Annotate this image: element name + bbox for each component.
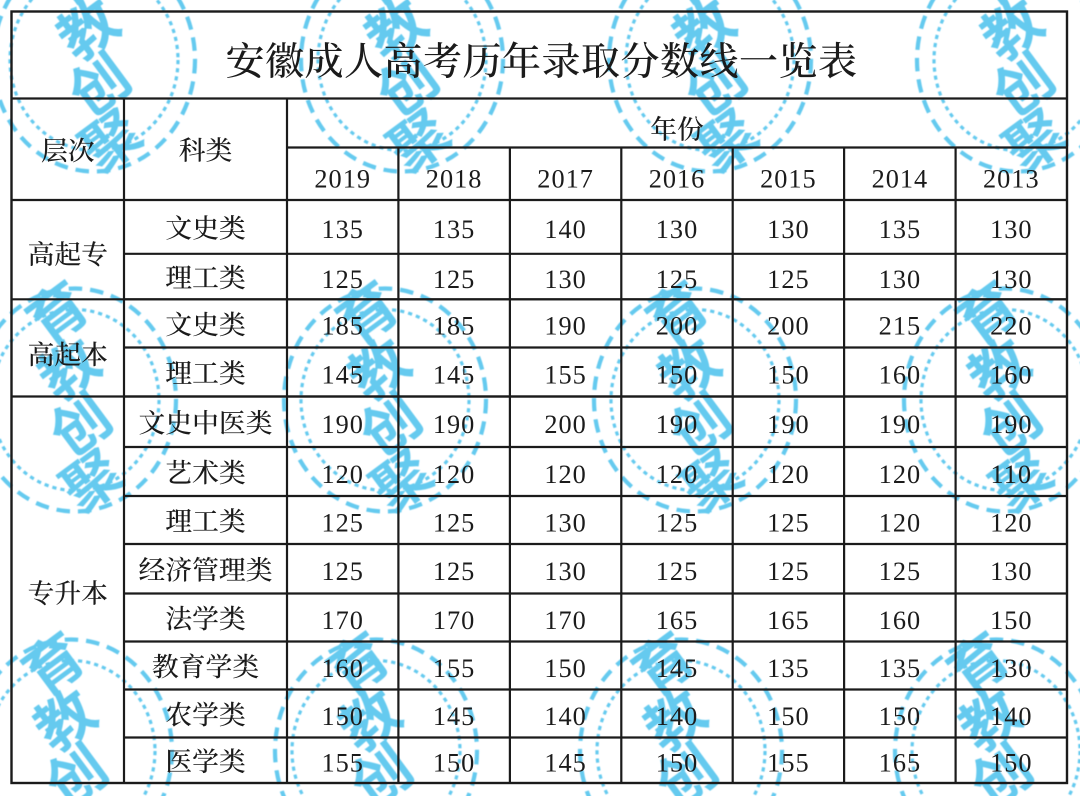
svg-text:200: 200: [767, 312, 809, 341]
svg-text:130: 130: [990, 557, 1032, 586]
svg-text:200: 200: [656, 312, 698, 341]
svg-text:165: 165: [767, 606, 809, 635]
svg-text:155: 155: [433, 654, 475, 683]
svg-text:130: 130: [656, 215, 698, 244]
svg-text:2017: 2017: [537, 165, 594, 194]
svg-text:155: 155: [767, 749, 809, 778]
svg-text:160: 160: [321, 654, 363, 683]
svg-text:150: 150: [656, 360, 698, 389]
svg-text:125: 125: [879, 557, 921, 586]
svg-text:125: 125: [767, 557, 809, 586]
svg-text:135: 135: [879, 654, 921, 683]
svg-text:150: 150: [767, 360, 809, 389]
svg-text:145: 145: [433, 702, 475, 731]
svg-text:2016: 2016: [649, 165, 706, 194]
svg-text:145: 145: [433, 360, 475, 389]
svg-text:130: 130: [990, 265, 1032, 294]
svg-text:125: 125: [767, 265, 809, 294]
svg-text:110: 110: [991, 460, 1032, 489]
svg-text:135: 135: [767, 654, 809, 683]
svg-text:130: 130: [990, 215, 1032, 244]
svg-text:170: 170: [433, 606, 475, 635]
svg-text:190: 190: [656, 410, 698, 439]
svg-text:2013: 2013: [983, 165, 1040, 194]
svg-text:190: 190: [767, 410, 809, 439]
svg-text:120: 120: [879, 460, 921, 489]
svg-text:125: 125: [433, 508, 475, 537]
svg-text:165: 165: [879, 749, 921, 778]
svg-text:190: 190: [321, 410, 363, 439]
svg-text:135: 135: [433, 215, 475, 244]
svg-text:145: 145: [656, 654, 698, 683]
svg-text:2015: 2015: [760, 165, 817, 194]
svg-text:150: 150: [656, 749, 698, 778]
svg-text:160: 160: [879, 606, 921, 635]
svg-text:120: 120: [767, 460, 809, 489]
svg-text:165: 165: [656, 606, 698, 635]
svg-text:150: 150: [433, 749, 475, 778]
svg-text:140: 140: [544, 702, 586, 731]
svg-text:120: 120: [321, 460, 363, 489]
svg-text:2014: 2014: [872, 165, 929, 194]
svg-text:130: 130: [544, 557, 586, 586]
svg-text:190: 190: [433, 410, 475, 439]
svg-text:155: 155: [321, 749, 363, 778]
svg-text:2019: 2019: [314, 165, 371, 194]
svg-text:140: 140: [656, 702, 698, 731]
svg-text:185: 185: [321, 312, 363, 341]
svg-text:190: 190: [990, 410, 1032, 439]
svg-text:190: 190: [544, 312, 586, 341]
svg-text:200: 200: [544, 410, 586, 439]
svg-text:135: 135: [321, 215, 363, 244]
svg-text:140: 140: [544, 215, 586, 244]
svg-text:125: 125: [321, 557, 363, 586]
svg-text:125: 125: [433, 265, 475, 294]
svg-text:130: 130: [544, 265, 586, 294]
svg-text:190: 190: [879, 410, 921, 439]
svg-text:125: 125: [656, 557, 698, 586]
svg-text:125: 125: [656, 508, 698, 537]
svg-text:130: 130: [767, 215, 809, 244]
svg-text:220: 220: [990, 312, 1032, 341]
svg-text:160: 160: [879, 360, 921, 389]
svg-text:160: 160: [990, 360, 1032, 389]
svg-text:170: 170: [544, 606, 586, 635]
svg-text:130: 130: [990, 654, 1032, 683]
svg-text:150: 150: [879, 702, 921, 731]
svg-text:125: 125: [767, 508, 809, 537]
svg-text:140: 140: [990, 702, 1032, 731]
svg-text:130: 130: [879, 265, 921, 294]
svg-text:120: 120: [879, 508, 921, 537]
svg-text:120: 120: [433, 460, 475, 489]
svg-text:170: 170: [321, 606, 363, 635]
svg-text:150: 150: [544, 654, 586, 683]
svg-text:125: 125: [656, 265, 698, 294]
svg-text:215: 215: [879, 312, 921, 341]
svg-text:150: 150: [990, 749, 1032, 778]
svg-text:135: 135: [879, 215, 921, 244]
svg-text:120: 120: [990, 508, 1032, 537]
svg-text:150: 150: [321, 702, 363, 731]
svg-text:120: 120: [656, 460, 698, 489]
svg-text:125: 125: [433, 557, 475, 586]
svg-text:145: 145: [321, 360, 363, 389]
svg-text:2018: 2018: [426, 165, 483, 194]
svg-text:125: 125: [321, 508, 363, 537]
svg-text:150: 150: [990, 606, 1032, 635]
svg-text:155: 155: [544, 360, 586, 389]
svg-text:130: 130: [544, 508, 586, 537]
svg-text:145: 145: [544, 749, 586, 778]
svg-text:185: 185: [433, 312, 475, 341]
svg-text:120: 120: [544, 460, 586, 489]
svg-text:150: 150: [767, 702, 809, 731]
svg-text:125: 125: [321, 265, 363, 294]
